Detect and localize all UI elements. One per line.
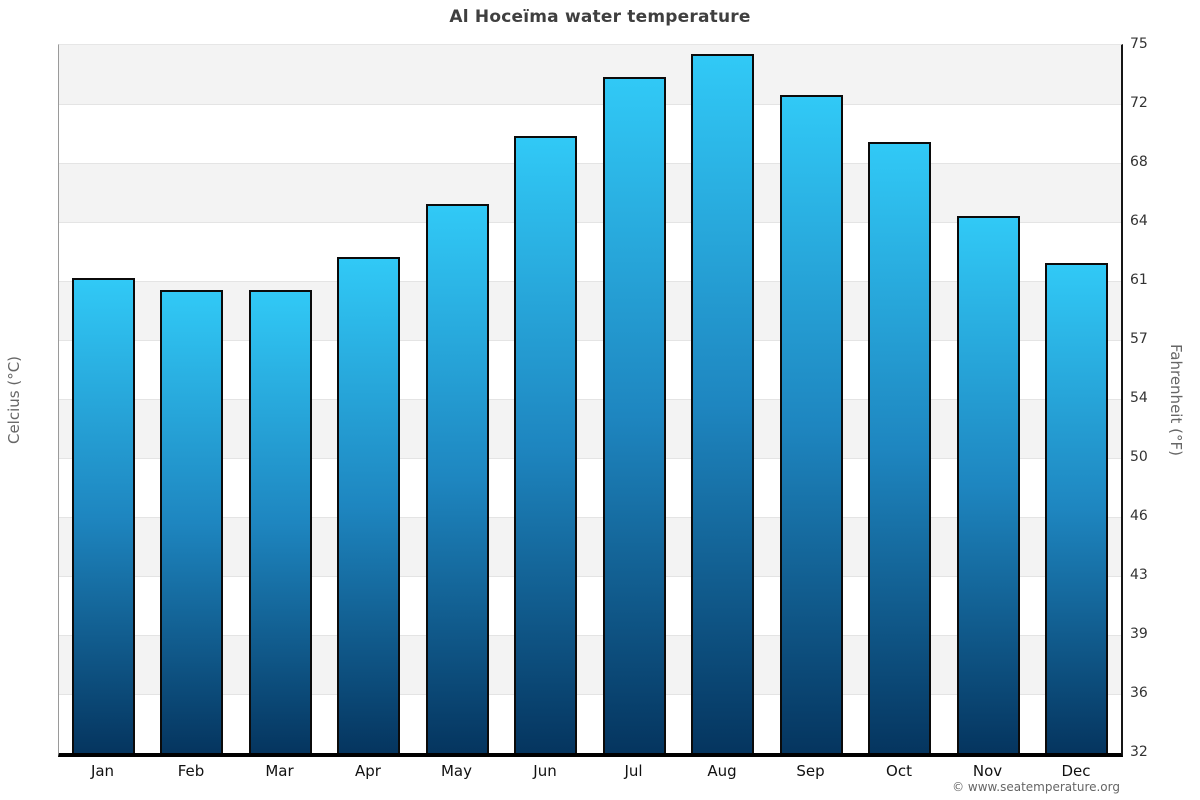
y-axis-tick-label-fahrenheit: 50: [1130, 449, 1148, 465]
plot-band: [59, 45, 1121, 104]
bar-jun[interactable]: [514, 136, 578, 753]
x-axis-label-jun: Jun: [533, 762, 557, 780]
y-axis-tick-label-fahrenheit: 32: [1130, 744, 1148, 760]
x-axis-label-sep: Sep: [796, 762, 825, 780]
x-axis-label-oct: Oct: [886, 762, 912, 780]
bar-jul[interactable]: [602, 77, 666, 753]
x-axis-label-feb: Feb: [177, 762, 205, 780]
plot-band: [59, 576, 1121, 635]
bar-may[interactable]: [425, 204, 489, 753]
bar-jan[interactable]: [71, 278, 135, 753]
y-axis-tick-label-fahrenheit: 39: [1130, 626, 1148, 642]
y-axis-tick-label-fahrenheit: 54: [1130, 390, 1148, 406]
plot-band: [59, 458, 1121, 517]
y-axis-tick-label-fahrenheit: 68: [1130, 154, 1148, 170]
bar-nov[interactable]: [956, 216, 1020, 753]
y-axis-tick-label-fahrenheit: 72: [1130, 95, 1148, 111]
y-axis-title-fahrenheit: Fahrenheit (°F): [1167, 344, 1185, 456]
plot-band: [59, 517, 1121, 576]
y-axis-tick-label-fahrenheit: 43: [1130, 567, 1148, 583]
chart-title: Al Hoceïma water temperature: [449, 7, 751, 27]
plot-band: [59, 281, 1121, 340]
plot-band: [59, 399, 1121, 458]
bar-mar[interactable]: [248, 289, 312, 753]
y-axis-tick-label-fahrenheit: 46: [1130, 508, 1148, 524]
bar-sep[interactable]: [779, 95, 843, 753]
plot-band: [59, 163, 1121, 222]
bar-aug[interactable]: [691, 53, 755, 753]
plot-band: [59, 340, 1121, 399]
y-axis-tick-label-fahrenheit: 36: [1130, 685, 1148, 701]
plot-band: [59, 694, 1121, 753]
y-axis-title-celsius: Celcius (°C): [5, 355, 23, 445]
y-axis-tick-label-fahrenheit: 64: [1130, 213, 1148, 229]
plot-band: [59, 104, 1121, 163]
y-axis-tick-label-fahrenheit: 75: [1130, 36, 1148, 52]
copyright-notice: © www.seatemperature.org: [952, 780, 1120, 794]
x-axis-label-apr: Apr: [355, 762, 381, 780]
x-axis-label-mar: Mar: [265, 762, 294, 780]
x-axis-label-nov: Nov: [972, 762, 1003, 780]
bar-apr[interactable]: [337, 257, 401, 753]
bar-dec[interactable]: [1045, 263, 1109, 753]
x-axis-label-aug: Aug: [707, 762, 737, 780]
plot-area: [58, 44, 1123, 757]
x-axis-label-dec: Dec: [1061, 762, 1091, 780]
x-axis-label-may: May: [440, 762, 472, 780]
y-axis-tick-label-fahrenheit: 57: [1130, 331, 1148, 347]
y-axis-tick-label-fahrenheit: 61: [1130, 272, 1148, 288]
x-axis-label-jan: Jan: [90, 762, 115, 780]
bar-oct[interactable]: [868, 142, 932, 753]
plot-band: [59, 222, 1121, 281]
bar-feb[interactable]: [160, 289, 224, 753]
x-axis-label-jul: Jul: [624, 762, 643, 780]
plot-band: [59, 635, 1121, 694]
